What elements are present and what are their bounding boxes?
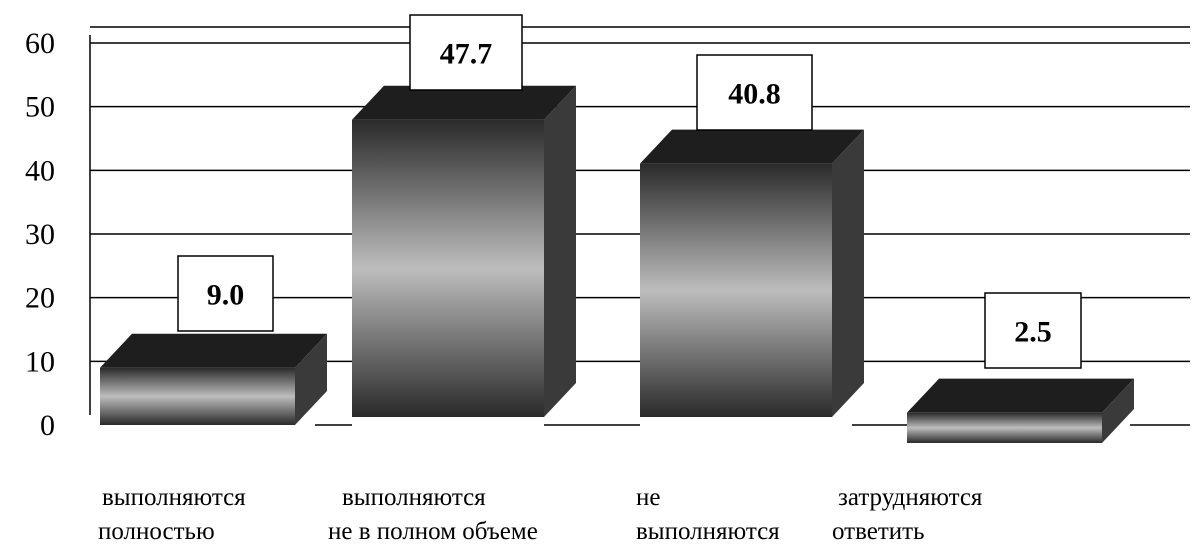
data-label-box xyxy=(984,292,1082,369)
data-label-box xyxy=(409,14,523,91)
y-tick-label: 20 xyxy=(25,282,55,315)
bar-side-face xyxy=(544,85,576,418)
data-label-text: 9.0 xyxy=(207,279,245,312)
y-tick-label: 60 xyxy=(25,27,55,60)
y-tick-label: 40 xyxy=(25,154,55,187)
category-label: выполняются xyxy=(342,484,486,511)
data-label: 2.5 xyxy=(984,292,1082,369)
data-label-box xyxy=(696,54,813,131)
y-tick-label: 50 xyxy=(25,91,55,124)
category-labels: выполняются полностью выполняются не в полн… xyxy=(98,484,983,544)
bar-front-face xyxy=(100,367,295,425)
data-label-box xyxy=(177,255,274,332)
bars xyxy=(100,85,1134,443)
category-label: ответить xyxy=(832,518,924,544)
data-label-text: 47.7 xyxy=(440,38,493,71)
data-label: 40.8 xyxy=(696,54,813,131)
bar xyxy=(352,85,576,418)
category-label: выполняются xyxy=(636,518,780,544)
category-label: затрудняются xyxy=(838,484,983,511)
data-label-text: 40.8 xyxy=(728,78,781,111)
bar-top-face xyxy=(640,129,864,164)
y-tick-label: 30 xyxy=(25,218,55,251)
data-label: 9.0 xyxy=(177,255,274,332)
bar-top-face xyxy=(352,85,576,120)
y-tick-label: 10 xyxy=(25,345,55,378)
bar-side-face xyxy=(295,333,327,425)
bar xyxy=(100,333,327,425)
category-label: не xyxy=(636,484,660,511)
category-label: полностью xyxy=(98,518,215,544)
bar-side-face xyxy=(1102,378,1134,443)
category-label: не в полном объеме xyxy=(328,518,538,544)
bar-top-face xyxy=(907,378,1134,413)
category-label: выполняются xyxy=(102,484,246,511)
bar-front-face xyxy=(352,119,544,418)
bar xyxy=(907,378,1134,443)
data-label: 47.7 xyxy=(409,14,523,91)
bar-front-face xyxy=(640,163,832,417)
data-labels: 9.0 47.7 40.8 2.5 xyxy=(177,14,1082,369)
bar xyxy=(640,129,864,417)
bar-top-face xyxy=(100,333,327,368)
bar-front-face xyxy=(907,412,1102,443)
bar-side-face xyxy=(832,129,864,417)
data-label-text: 2.5 xyxy=(1014,316,1052,349)
y-axis: 0 10 20 30 40 50 60 xyxy=(25,27,55,442)
y-tick-label: 0 xyxy=(40,409,55,442)
